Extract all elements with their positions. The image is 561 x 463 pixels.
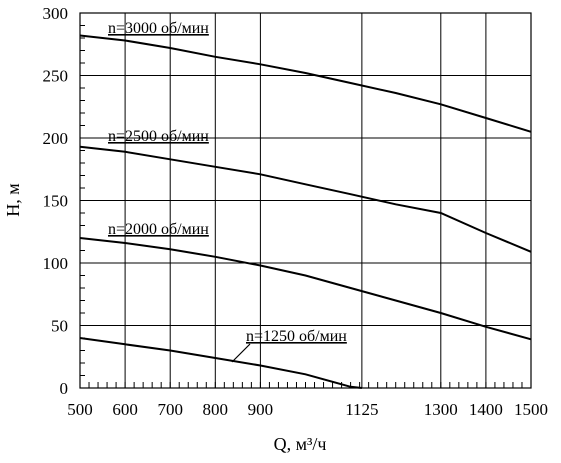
x-tick-label: 1400 [469, 400, 503, 419]
series-line [79, 34, 532, 133]
series-label: n=2000 об/мин [108, 221, 209, 238]
x-tick-label: 900 [248, 400, 274, 419]
grid [80, 13, 531, 388]
x-tick-label: 1300 [424, 400, 458, 419]
y-tick-label: 300 [43, 4, 69, 23]
y-axis-title: H, м [3, 183, 23, 216]
x-tick-label: 600 [112, 400, 138, 419]
curves [79, 34, 532, 389]
axes [79, 12, 532, 389]
y-tick-label: 100 [43, 254, 69, 273]
y-tick-label: 200 [43, 129, 69, 148]
series-label: n=2500 об/мин [108, 128, 209, 145]
x-tick-label: 800 [203, 400, 229, 419]
label-leader-line [231, 343, 251, 363]
series-line [79, 237, 532, 341]
series-line [79, 145, 532, 253]
x-tick-label: 500 [67, 400, 93, 419]
x-tick-label: 1125 [345, 400, 378, 419]
x-tick-label: 700 [157, 400, 183, 419]
series-label: n=3000 об/мин [108, 20, 209, 37]
x-tick-label: 1500 [514, 400, 548, 419]
y-tick-label: 0 [60, 379, 69, 398]
tick-labels: 500 600 700 800 900 1125 1300 1400 1500 0 50 100 150… [43, 4, 549, 419]
series-line [79, 337, 363, 389]
series-label: n=1250 об/мин [246, 328, 347, 345]
x-axis-title: Q, м³/ч [274, 434, 327, 454]
y-tick-label: 50 [51, 317, 68, 336]
y-tick-label: 250 [43, 67, 69, 86]
series-labels: n=3000 об/мин n=2500 об/мин n=2000 об/мин n… [108, 20, 347, 363]
y-tick-label: 150 [43, 192, 69, 211]
